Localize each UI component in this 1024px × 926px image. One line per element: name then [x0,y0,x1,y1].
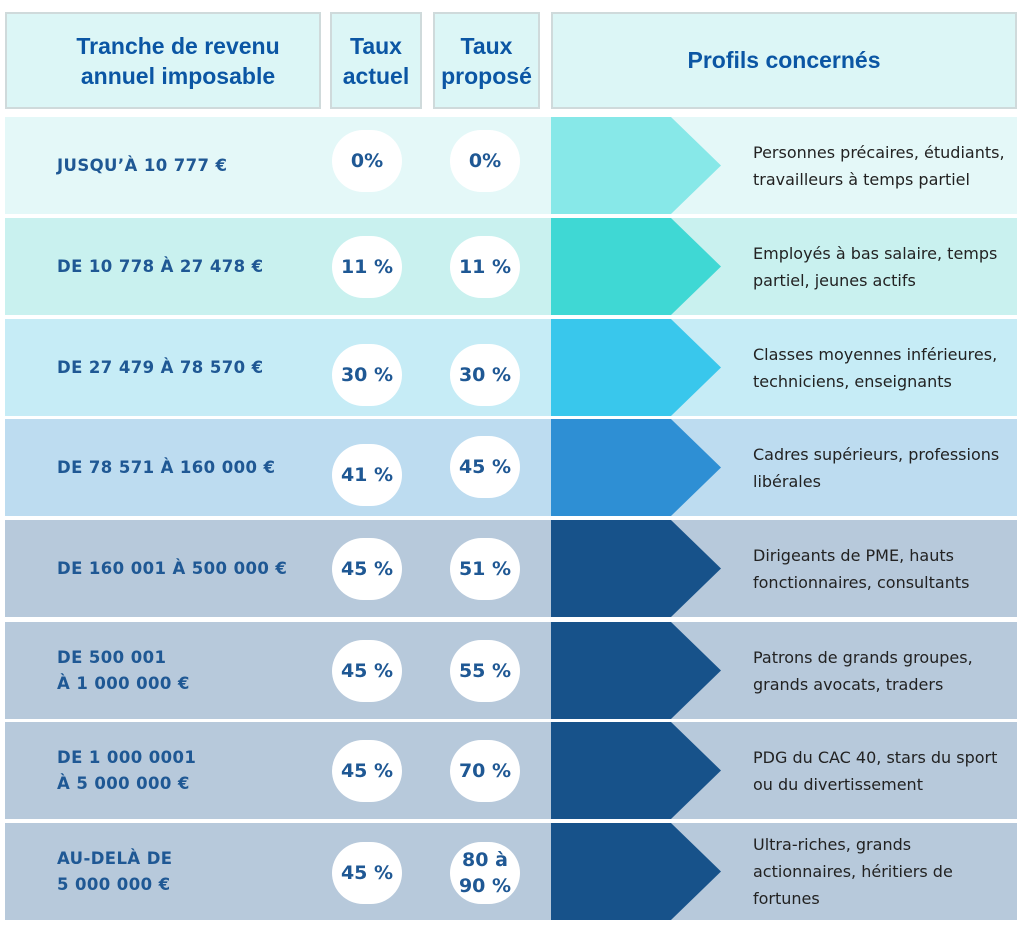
profil-text: Employés à bas salaire, temps partiel, j… [753,243,998,290]
arrow-fill [551,117,721,214]
arrow-fill [551,722,721,819]
tax-row: DE 160 001 À 500 000 € 45 % 51 % Dirigeants… [5,520,1017,617]
taux-propose-badge: 55 % [450,640,520,702]
tax-row: DE 10 778 À 27 478 € 11 % 11 % Employés à b… [5,218,1017,315]
header-taux-actuel: Taux actuel [330,12,422,109]
tranche-label: DE 10 778 À 27 478 € [57,256,264,276]
profil-text: Ultra-riches, grands actionnaires, hérit… [753,835,953,908]
taux-propose-badge: 11 % [450,236,520,298]
tax-row: DE 1 000 0001 À 5 000 000 € 45 % 70 % PDG d… [5,722,1017,819]
profil-text: Personnes précaires, étudiants, travaill… [753,142,1005,189]
arrow-fill [551,419,721,516]
profil-text: Dirigeants de PME, hauts fonctionnaires,… [753,545,970,592]
taux-actuel-badge: 45 % [332,740,402,802]
taux-actuel-badge: 45 % [332,538,402,600]
profil-text: Patrons de grands groupes, grands avocat… [753,647,973,694]
header-profils: Profils concernés [551,12,1017,109]
header-profils-label: Profils concernés [687,47,881,73]
arrow-shape [551,419,721,516]
taux-actuel-badge: 41 % [332,444,402,506]
arrow-fill [551,520,721,617]
tax-row: DE 78 571 À 160 000 € 41 % 45 % Cadres supé… [5,419,1017,516]
tax-row: DE 27 479 À 78 570 € 30 % 30 % Classes moye… [5,319,1017,416]
header-tranche: Tranche de revenu annuel imposable [5,12,321,109]
header-taux-actuel-label: Taux actuel [342,32,410,89]
tranche-label: AU-DELÀ DE 5 000 000 € [57,848,173,894]
tax-row: AU-DELÀ DE 5 000 000 € 45 % 80 à 90 % Ultra… [5,823,1017,920]
arrow-fill [551,823,721,920]
arrow-shape [551,218,721,315]
arrow-shape [551,722,721,819]
tax-row: JUSQU’À 10 777 € 0% 0% Personnes précaires,… [5,117,1017,214]
taux-actuel-badge: 45 % [332,640,402,702]
taux-actuel-badge: 30 % [332,344,402,406]
tranche-label: DE 27 479 À 78 570 € [57,357,264,377]
taux-propose-badge: 30 % [450,344,520,406]
arrow-fill [551,622,721,719]
profil-text: Classes moyennes inférieures, technicien… [753,344,998,391]
header-taux-propose-label: Taux proposé [441,32,532,89]
arrow-shape [551,622,721,719]
arrow-shape [551,319,721,416]
header-taux-propose: Taux proposé [433,12,540,109]
header-tranche-label: Tranche de revenu annuel imposable [76,32,280,89]
tranche-label: JUSQU’À 10 777 € [57,155,228,175]
taux-propose-badge: 80 à 90 % [450,842,520,904]
taux-actuel-badge: 45 % [332,842,402,904]
profil-text: PDG du CAC 40, stars du sport ou du dive… [753,747,998,794]
taux-actuel-badge: 0% [332,130,402,192]
arrow-fill [551,319,721,416]
arrow-shape [551,520,721,617]
tranche-label: DE 78 571 À 160 000 € [57,457,276,477]
tax-row: DE 500 001 À 1 000 000 € 45 % 55 % Patrons … [5,622,1017,719]
arrow-fill [551,218,721,315]
arrow-shape [551,823,721,920]
taux-propose-badge: 45 % [450,436,520,498]
tranche-label: DE 160 001 À 500 000 € [57,558,288,578]
tranche-label: DE 1 000 0001 À 5 000 000 € [57,747,197,793]
tranche-label: DE 500 001 À 1 000 000 € [57,647,190,693]
taux-propose-badge: 51 % [450,538,520,600]
taux-actuel-badge: 11 % [332,236,402,298]
arrow-shape [551,117,721,214]
taux-propose-badge: 0% [450,130,520,192]
taux-propose-badge: 70 % [450,740,520,802]
profil-text: Cadres supérieurs, professions libérales [753,444,1000,491]
